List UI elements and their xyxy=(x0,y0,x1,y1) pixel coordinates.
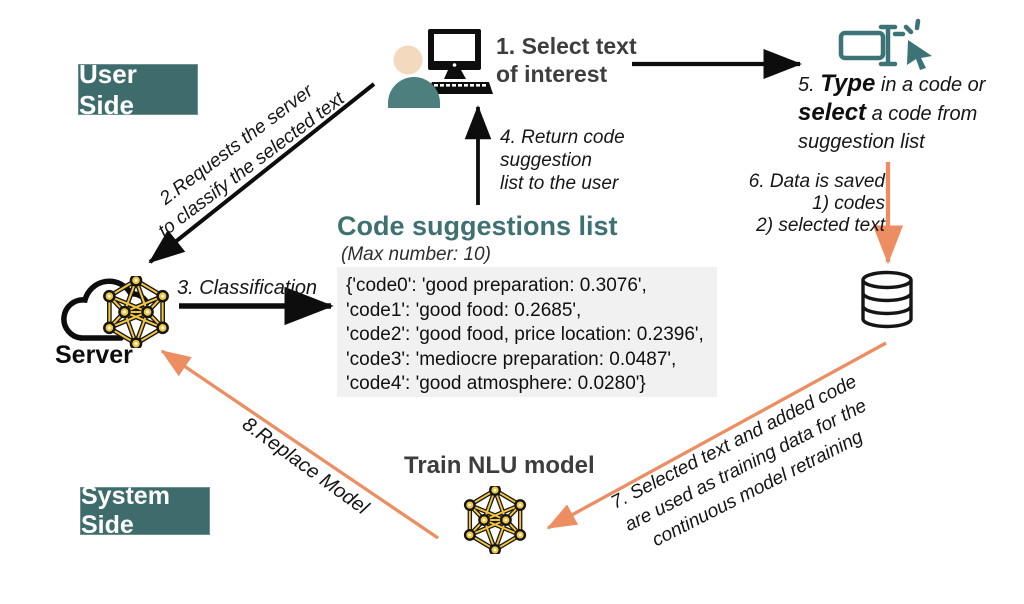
person-head xyxy=(393,45,423,75)
user-side-badge: User Side xyxy=(78,59,198,120)
system-side-badge: System Side xyxy=(80,482,210,539)
click-sparkles-icon xyxy=(892,18,921,37)
person-body xyxy=(388,77,440,108)
server-label: Server xyxy=(55,341,133,369)
code-line: 'code2': 'good food, price location: 0.2… xyxy=(346,324,704,345)
step3-label: 3. Classification xyxy=(177,277,318,299)
code-line: {'code0': 'good preparation: 0.3076', xyxy=(346,275,647,296)
keyboard-keys xyxy=(434,84,486,87)
arrow-step2-user-to-server xyxy=(148,82,376,264)
code-line: 'code1': 'good food: 0.2685', xyxy=(346,299,582,321)
text-field-cursor-click-icon xyxy=(838,18,932,70)
database-cylinder-icon xyxy=(861,270,913,329)
person-at-computer-icon xyxy=(388,29,493,108)
code-suggestions-subtitle: (Max number: 10) xyxy=(341,244,491,265)
cloud-neural-network-icon xyxy=(61,258,172,352)
mouse-pointer-icon xyxy=(907,40,932,70)
code-suggestions-box: {'code0': 'good preparation: 0.3076', 'c… xyxy=(337,267,717,397)
train-nlu-label: Train NLU model xyxy=(404,452,595,479)
monitor-stand xyxy=(444,70,466,79)
neural-network-icon xyxy=(461,486,529,554)
arrow-step8-replace-model xyxy=(160,349,439,540)
code-suggestions-title: Code suggestions list xyxy=(337,211,618,241)
step5-label: 5. Type in a code or select a code from … xyxy=(798,70,986,153)
ibeam-cursor-icon xyxy=(878,24,898,67)
code-line: 'code4': 'good atmosphere: 0.0280'} xyxy=(346,373,646,394)
code-line: 'code3': 'mediocre preparation: 0.0487', xyxy=(346,348,677,370)
step6-label: 6. Data is saved 1) codes 2) selected te… xyxy=(748,171,885,236)
arrow-step7-db-to-training xyxy=(546,341,887,530)
step4-label: 4. Return code suggestion list to the us… xyxy=(500,127,625,194)
text-field-icon xyxy=(838,30,886,61)
step1-label: 1. Select text of interest xyxy=(496,33,637,87)
